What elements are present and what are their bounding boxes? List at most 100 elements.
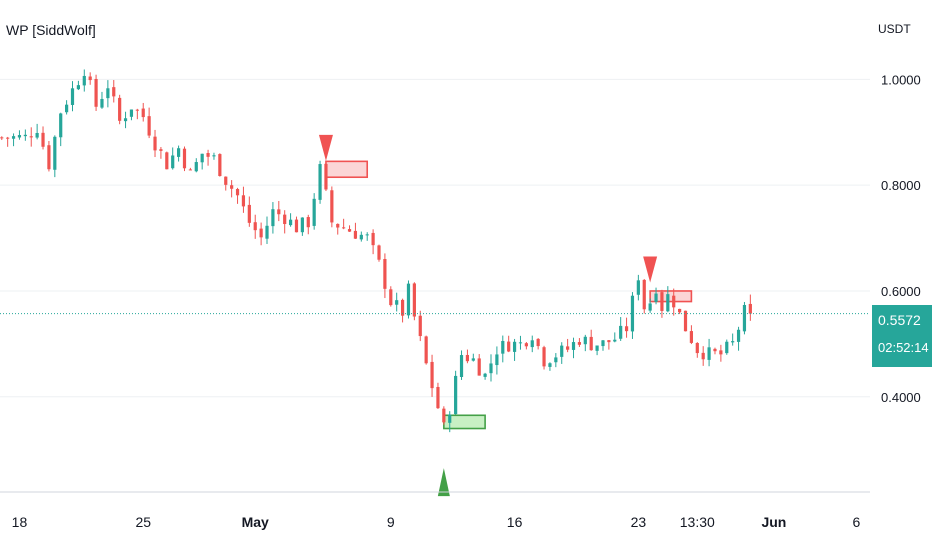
candle-down bbox=[247, 204, 251, 223]
candle-down bbox=[235, 189, 240, 196]
candle-down bbox=[607, 340, 611, 343]
grid-lines bbox=[0, 78, 870, 398]
candle-down bbox=[47, 145, 51, 170]
candle-down bbox=[436, 386, 440, 409]
candle-down bbox=[241, 195, 246, 207]
candle-down bbox=[412, 283, 416, 317]
last-price-value: 0.5572 bbox=[878, 312, 921, 328]
candle-down bbox=[294, 219, 299, 233]
x-tick-label: 13:30 bbox=[680, 514, 715, 530]
candle-down bbox=[389, 289, 393, 306]
candle-up bbox=[70, 88, 75, 105]
candle-up bbox=[489, 363, 493, 374]
candle-down bbox=[88, 76, 92, 81]
candle-down bbox=[642, 279, 646, 310]
x-tick-label: 9 bbox=[387, 514, 395, 530]
candle-down bbox=[141, 108, 145, 118]
candle-up bbox=[530, 340, 534, 348]
y-axis-unit: USDT bbox=[878, 22, 911, 36]
candle-down bbox=[748, 303, 752, 314]
candle-down bbox=[342, 227, 346, 229]
candle-up bbox=[725, 341, 729, 354]
bearish-zone bbox=[649, 290, 693, 303]
candle-up bbox=[601, 340, 605, 347]
candles-layer bbox=[0, 69, 752, 433]
candle-down bbox=[165, 152, 169, 170]
candle-down bbox=[306, 217, 310, 228]
x-tick-label: 18 bbox=[12, 514, 28, 530]
candle-down bbox=[135, 109, 139, 111]
candle-down bbox=[377, 245, 381, 260]
candle-down bbox=[277, 209, 281, 215]
candle-up bbox=[35, 132, 39, 138]
candle-down bbox=[371, 232, 375, 246]
candle-up bbox=[365, 234, 369, 236]
candle-down bbox=[324, 163, 328, 190]
candle-down bbox=[442, 408, 446, 423]
candle-up bbox=[571, 342, 576, 350]
candle-up bbox=[176, 148, 181, 157]
candle-up bbox=[742, 304, 747, 332]
candle-up bbox=[312, 198, 316, 226]
bearish-marker bbox=[318, 134, 333, 161]
candle-up bbox=[666, 294, 670, 312]
bearish-marker bbox=[643, 256, 658, 283]
y-tick-label: 1.0000 bbox=[881, 72, 921, 87]
candle-up bbox=[200, 153, 204, 163]
candle-down bbox=[283, 214, 287, 225]
candle-up bbox=[495, 354, 499, 366]
candle-down bbox=[524, 343, 528, 347]
candle-up bbox=[53, 136, 57, 170]
candle-down bbox=[347, 229, 352, 232]
zones-layer bbox=[325, 160, 693, 430]
bar-countdown: 02:52:14 bbox=[878, 340, 929, 355]
candle-down bbox=[577, 342, 582, 345]
candle-up bbox=[194, 162, 198, 172]
candle-up bbox=[11, 136, 16, 139]
x-axis: 18 25 May 9 16 23 13:30 Jun 6 bbox=[12, 514, 861, 530]
y-tick-label: 0.6000 bbox=[881, 284, 921, 299]
candle-up bbox=[448, 414, 452, 423]
candle-down bbox=[678, 308, 682, 313]
candle-up bbox=[636, 280, 640, 295]
x-tick-label: May bbox=[242, 514, 269, 530]
candle-down bbox=[383, 259, 387, 289]
candle-down bbox=[259, 228, 263, 238]
candle-down bbox=[147, 116, 151, 136]
x-tick-label: 16 bbox=[507, 514, 523, 530]
x-tick-label: Jun bbox=[761, 514, 786, 530]
candle-down bbox=[418, 315, 422, 337]
candle-down bbox=[589, 336, 593, 351]
candle-up bbox=[554, 357, 558, 363]
candle-up bbox=[583, 336, 587, 345]
candle-up bbox=[23, 134, 27, 137]
candle-up bbox=[76, 85, 80, 90]
candle-down bbox=[153, 136, 157, 151]
candle-up bbox=[483, 373, 487, 377]
candle-down bbox=[695, 343, 699, 354]
candle-down bbox=[542, 347, 546, 367]
candle-up bbox=[560, 345, 564, 357]
candle-up bbox=[731, 341, 735, 343]
candle-down bbox=[353, 230, 358, 239]
candle-down bbox=[477, 358, 481, 376]
candle-up bbox=[518, 342, 523, 344]
candle-down bbox=[336, 223, 340, 228]
candle-up bbox=[265, 225, 269, 239]
x-tick-label: 6 bbox=[853, 514, 861, 530]
candle-up bbox=[271, 209, 275, 227]
candle-up bbox=[459, 355, 464, 378]
candle-up bbox=[100, 98, 104, 108]
candle-up bbox=[613, 339, 617, 342]
candle-down bbox=[218, 154, 222, 177]
candle-down bbox=[159, 149, 163, 151]
candle-down bbox=[112, 87, 116, 97]
candle-down bbox=[701, 352, 705, 360]
candle-down bbox=[188, 169, 192, 171]
candle-up bbox=[648, 303, 652, 311]
candle-up bbox=[501, 340, 505, 354]
candle-down bbox=[624, 326, 629, 332]
candle-up bbox=[129, 109, 134, 117]
candle-down bbox=[672, 295, 676, 308]
